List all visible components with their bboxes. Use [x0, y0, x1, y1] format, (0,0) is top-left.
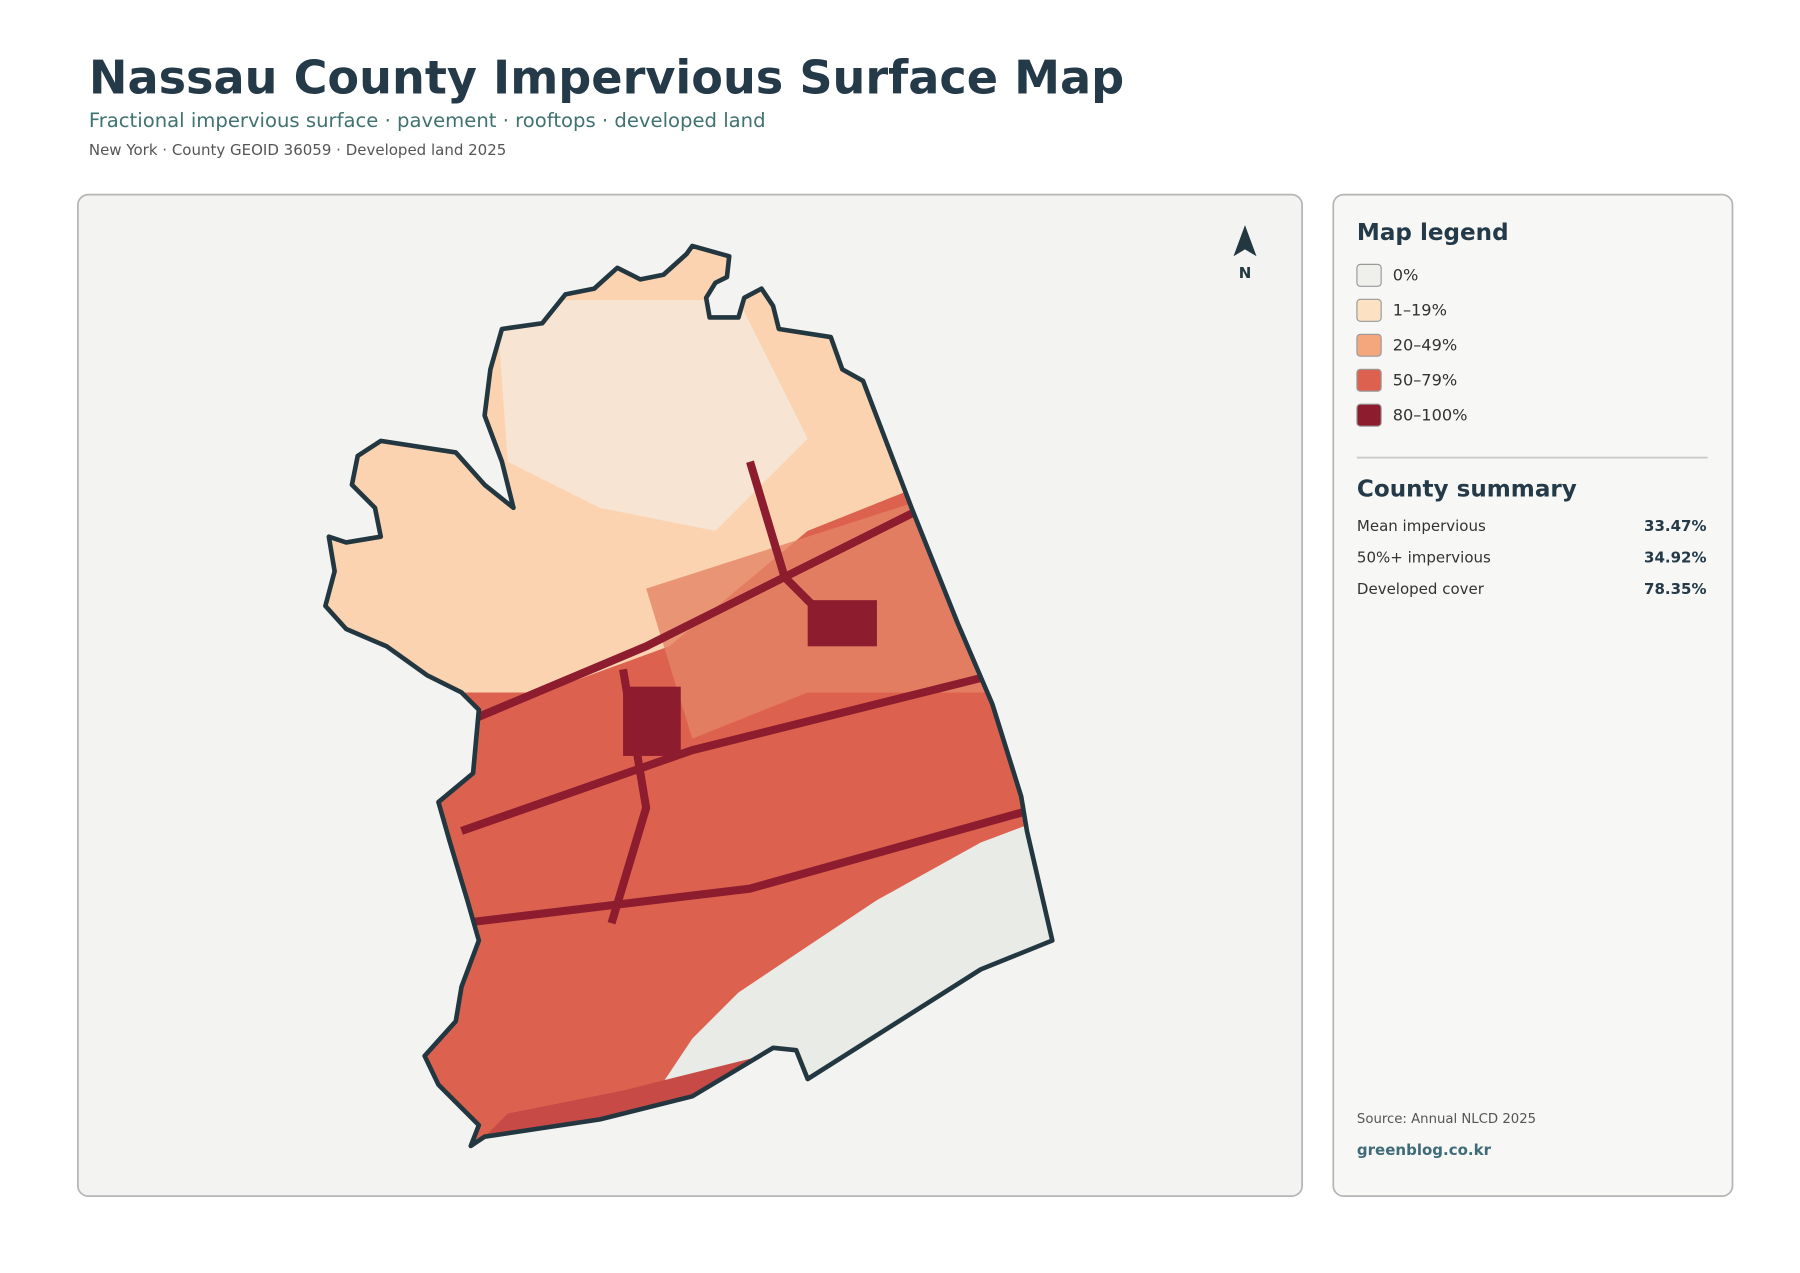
raster-hub — [807, 600, 877, 647]
legend-label: 80–100% — [1393, 405, 1468, 424]
legend-swatch — [1356, 263, 1382, 287]
legend-label: 20–49% — [1393, 335, 1457, 354]
summary-label: Mean impervious — [1357, 517, 1486, 535]
legend-panel — [1332, 193, 1734, 1197]
summary-title: County summary — [1357, 476, 1577, 502]
legend-label: 1–19% — [1393, 301, 1447, 320]
legend-swatch — [1356, 368, 1382, 392]
summary-label: 50%+ impervious — [1357, 548, 1491, 566]
legend-label: 50–79% — [1393, 370, 1457, 389]
north-arrow — [1233, 225, 1257, 257]
meta: New York · County GEOID 36059 · Develope… — [89, 141, 506, 159]
summary-value: 33.47% — [1644, 517, 1706, 535]
summary-value: 78.35% — [1644, 580, 1706, 598]
source: Source: Annual NLCD 2025 — [1357, 1112, 1536, 1127]
summary-value: 34.92% — [1644, 548, 1706, 566]
north-label: N — [1239, 264, 1252, 282]
legend-swatch — [1356, 298, 1382, 322]
legend-title: Map legend — [1357, 220, 1509, 246]
summary-label: Developed cover — [1357, 580, 1485, 598]
title: Nassau County Impervious Surface Map — [89, 51, 1124, 105]
raster-north-light — [496, 300, 808, 531]
raster-hub — [623, 686, 681, 756]
legend-label: 0% — [1393, 266, 1419, 285]
subtitle: Fractional impervious surface · pavement… — [89, 109, 766, 132]
legend-swatch — [1356, 333, 1382, 357]
legend-items: 0% 1–19% 20–49% 50–79% 80–100% — [1356, 263, 1468, 427]
raster-barrier — [484, 1050, 808, 1137]
site: greenblog.co.kr — [1357, 1141, 1492, 1159]
legend-swatch — [1356, 403, 1382, 427]
summary-rows: Mean impervious 33.47% 50%+ impervious 34.9… — [1357, 517, 1707, 598]
